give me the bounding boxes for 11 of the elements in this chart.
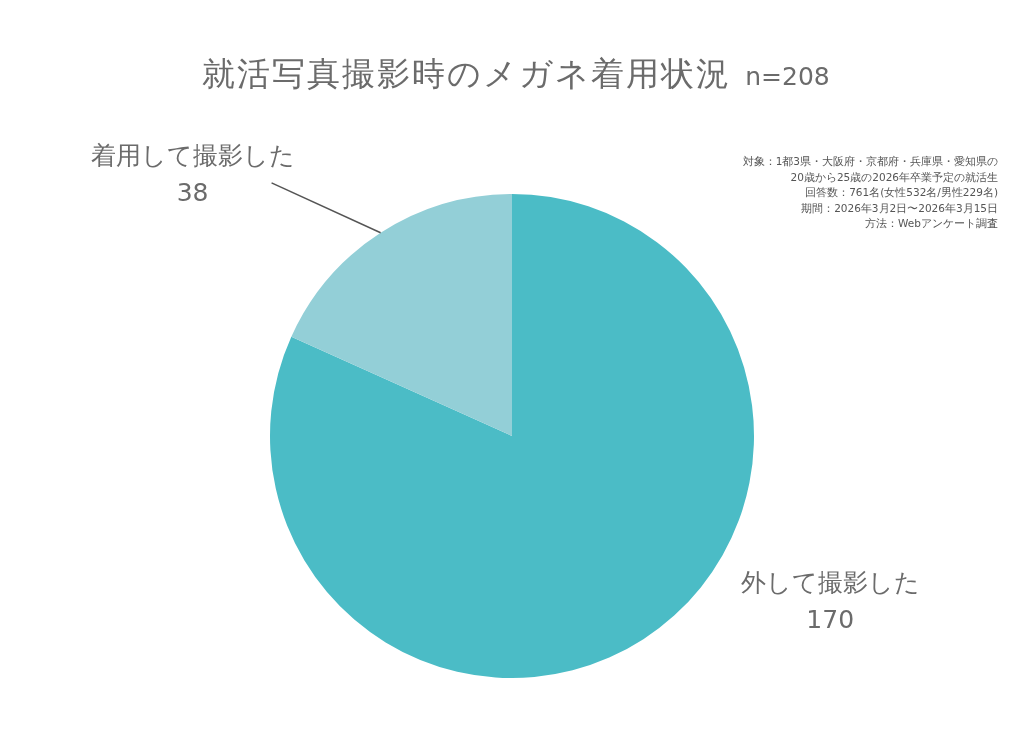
text: 対象：1都3県・大阪府・京都府・兵庫県・愛知県の (742, 154, 998, 169)
slice-label: 外して撮影した (740, 568, 920, 598)
data-label: 38 (176, 178, 209, 208)
slice-label: 着用して撮影した (90, 141, 295, 171)
text: 回答数：761名(女性532名/男性229名) (804, 185, 998, 200)
text: 期間：2026年3月2日〜2026年3月15日 (800, 200, 998, 216)
data-label: 170 (806, 605, 855, 635)
chart-title: 就活写真撮影時のメガネ着用状況 (202, 54, 732, 93)
text: 方法：Webアンケート調査 (864, 216, 998, 231)
text: 20歳から25歳の2026年卒業予定の就活生 (789, 169, 998, 185)
chart-subtitle: n=208 (745, 62, 830, 91)
